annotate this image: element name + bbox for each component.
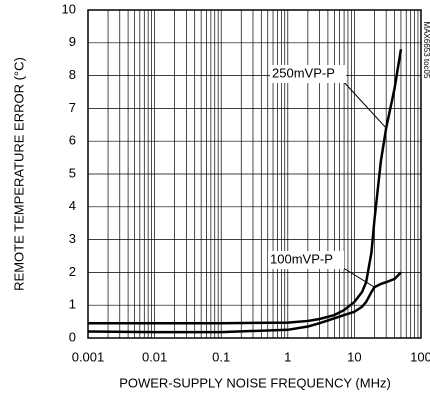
side-note: MAX6653 toc05 [422,22,430,79]
plot-frame [87,9,422,339]
series-line [87,271,402,334]
label-leader [339,265,375,288]
y-axis-label: REMOTE TEMPERATURE ERROR (°C) [11,57,26,291]
x-tick-label: 0.1 [212,349,230,364]
label-bg [268,251,344,269]
x-tick-label: 1 [284,349,291,364]
y-tick-label: 10 [62,1,76,16]
x-axis-label: POWER-SUPPLY NOISE FREQUENCY (MHz) [119,375,391,390]
y-tick-label: 9 [69,34,76,49]
y-tick-label: 7 [69,100,76,115]
y-tick-label: 2 [69,264,76,279]
series-line [88,49,403,325]
y-tick-label: 4 [69,198,76,213]
x-tick-label: 10 [347,349,361,364]
x-tick-label: 100 [410,349,430,364]
y-tick-label: 1 [69,297,76,312]
x-tick-label: 0.001 [72,349,105,364]
y-tick-label: 5 [69,165,76,180]
series-label: 250mVP-P [272,65,335,80]
label-leader [341,79,387,129]
y-tick-label: 8 [69,67,76,82]
series-label: 100mVP-P [270,251,333,266]
y-tick-label: 6 [69,133,76,148]
y-tick-label: 0 [69,329,76,344]
x-tick-label: 0.01 [142,349,167,364]
label-bg [270,65,346,83]
y-tick-label: 3 [69,231,76,246]
